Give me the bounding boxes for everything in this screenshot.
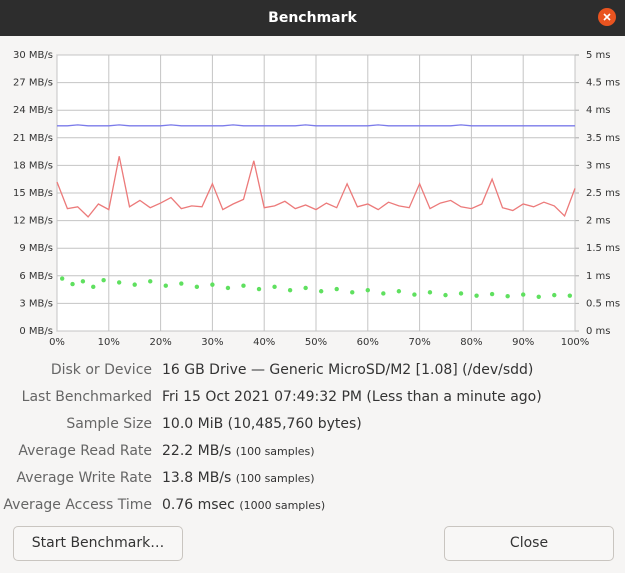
rate-line	[57, 124, 575, 127]
info-value: 22.2 MB/s (100 samples)	[162, 443, 315, 459]
y2-tick-label: 3.5 ms	[586, 133, 620, 144]
access-point	[521, 292, 526, 297]
close-icon[interactable]	[598, 8, 616, 26]
info-note: (1000 samples)	[239, 499, 326, 512]
start-button[interactable]: Start Benchmark…	[13, 526, 183, 561]
y-tick-label: 21 MB/s	[13, 133, 53, 144]
info-label: Sample Size	[66, 416, 152, 432]
access-point	[458, 291, 464, 296]
info-label: Average Access Time	[3, 497, 152, 513]
y2-tick-label: 4 ms	[586, 105, 611, 116]
y-tick-label: 6 MB/s	[19, 271, 53, 282]
title-bar: Benchmark	[0, 0, 625, 36]
access-point	[179, 281, 184, 286]
x-tick-label: 90%	[512, 337, 534, 348]
access-point	[567, 293, 573, 298]
info-value-text: 16 GB Drive — Generic MicroSD/M2 [1.08] …	[162, 362, 534, 378]
access-point	[318, 289, 324, 294]
x-tick-label: 70%	[408, 337, 430, 348]
x-tick-label: 20%	[149, 337, 171, 348]
x-tick-label: 60%	[357, 337, 379, 348]
info-value: 16 GB Drive — Generic MicroSD/M2 [1.08] …	[162, 362, 533, 378]
access-point	[443, 292, 448, 298]
info-value: 13.8 MB/s (100 samples)	[162, 470, 315, 486]
y2-tick-label: 3 ms	[586, 160, 611, 171]
y2-tick-label: 1 ms	[586, 271, 611, 282]
y-tick-label: 3 MB/s	[19, 298, 53, 309]
chart: 0 MB/s 3 MB/s 6 MB/s 9 MB/s 12 MB/s 15 MB/s 18…	[13, 50, 620, 348]
y2-tick-label: 4.5 ms	[586, 78, 620, 89]
access-point	[489, 291, 495, 297]
y2-tick-label: 2 ms	[586, 216, 611, 227]
access-point	[132, 282, 137, 287]
x-tick-label: 10%	[98, 337, 120, 348]
access-point	[427, 290, 433, 295]
access-point	[474, 293, 479, 298]
info-label: Last Benchmarked	[21, 389, 152, 405]
access-point	[163, 283, 168, 288]
access-point	[365, 287, 370, 293]
info-value-text: 22.2 MB/s	[162, 443, 232, 459]
info-value: 0.76 msec (1000 samples)	[162, 497, 325, 513]
access-point	[148, 279, 153, 284]
access-point	[101, 278, 106, 283]
info-note: (100 samples)	[235, 445, 315, 458]
window-title: Benchmark	[268, 10, 357, 26]
access-point	[536, 294, 541, 299]
y-tick-label: 9 MB/s	[19, 243, 53, 254]
y2-tick-label: 0 ms	[586, 326, 611, 337]
info-value-text: 0.76 msec	[162, 497, 235, 513]
info-value: 10.0 MiB (10,485,760 bytes)	[162, 416, 362, 432]
x-tick-label: 50%	[305, 337, 327, 348]
info-value-text: 10.0 MiB (10,485,760 bytes)	[162, 416, 362, 432]
rate-line	[56, 156, 576, 218]
access-point	[241, 283, 246, 288]
access-point	[412, 292, 417, 297]
y2-tick-label: 5 ms	[586, 50, 611, 61]
y-tick-label: 15 MB/s	[13, 188, 53, 199]
close-button[interactable]: Close	[444, 526, 614, 561]
access-point	[381, 291, 386, 296]
info-value: Fri 15 Oct 2021 07:49:32 PM (Less than a…	[162, 389, 542, 405]
access-point	[552, 292, 557, 298]
y-tick-label: 24 MB/s	[13, 105, 53, 116]
info-label: Average Read Rate	[18, 443, 152, 459]
x-tick-label: 100%	[561, 337, 590, 348]
access-point	[194, 284, 200, 290]
access-point	[225, 285, 231, 291]
access-point	[210, 282, 215, 287]
access-point	[505, 294, 510, 299]
access-point	[303, 285, 308, 291]
y-tick-label: 12 MB/s	[13, 216, 53, 227]
y2-tick-label: 0.5 ms	[586, 298, 620, 309]
info-value-text: Fri 15 Oct 2021 07:49:32 PM (Less than a…	[162, 389, 542, 405]
info-label: Disk or Device	[50, 362, 152, 378]
access-point	[116, 280, 122, 285]
access-point	[256, 286, 262, 292]
info-label: Average Write Rate	[16, 470, 152, 486]
x-tick-label: 80%	[460, 337, 482, 348]
access-point	[91, 284, 96, 290]
y2-tick-label: 2.5 ms	[586, 188, 620, 199]
y-tick-label: 27 MB/s	[13, 78, 53, 89]
x-tick-label: 30%	[201, 337, 223, 348]
y-tick-label: 30 MB/s	[13, 50, 53, 61]
access-point	[272, 284, 277, 290]
access-point	[396, 289, 402, 294]
y-tick-label: 0 MB/s	[19, 326, 53, 337]
access-point	[80, 279, 86, 284]
x-tick-label: 40%	[253, 337, 275, 348]
info-value-text: 13.8 MB/s	[162, 470, 232, 486]
access-point	[287, 287, 293, 293]
access-point	[70, 281, 75, 287]
access-point	[59, 276, 65, 281]
y2-tick-label: 1.5 ms	[586, 243, 620, 254]
info-note: (100 samples)	[235, 472, 315, 485]
access-point	[350, 290, 355, 295]
access-point	[334, 286, 339, 292]
y-tick-label: 18 MB/s	[13, 160, 53, 171]
x-tick-label: 0%	[49, 337, 65, 348]
